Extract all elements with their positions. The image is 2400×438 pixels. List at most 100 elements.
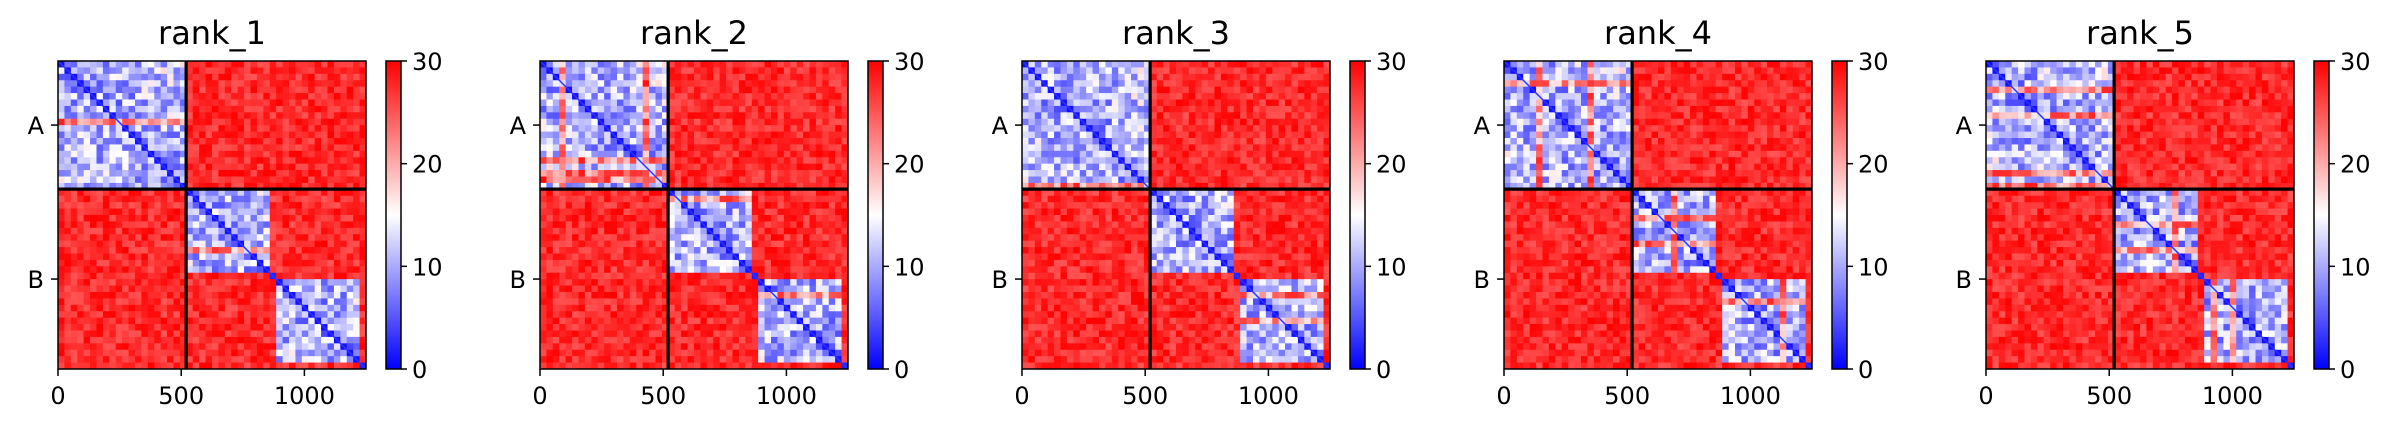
heatmap-cell (321, 144, 328, 152)
heatmap-cell (617, 118, 624, 126)
heatmap-cell (135, 67, 142, 75)
heatmap-cell (828, 163, 836, 171)
heatmap-cell (694, 157, 701, 164)
heatmap-cell (160, 131, 168, 139)
heatmap-cell (327, 93, 335, 100)
heatmap-cell (617, 215, 624, 222)
heatmap-cell (70, 105, 78, 113)
heatmap-cell (1317, 86, 1324, 94)
heatmap-cell (777, 253, 785, 261)
heatmap-cell (244, 73, 251, 81)
heatmap-cell (565, 279, 573, 286)
heatmap-cell (109, 138, 117, 145)
heatmap-cell (96, 221, 104, 229)
heatmap-cell (1227, 67, 1235, 75)
heatmap-cell (340, 150, 348, 158)
heatmap-cell (256, 157, 264, 164)
heatmap-cell (726, 150, 733, 158)
heatmap-cell (1285, 86, 1292, 94)
heatmap-cell (333, 157, 341, 164)
heatmap-cell (726, 356, 733, 363)
heatmap-cell (572, 336, 579, 344)
heatmap-cell (218, 317, 226, 325)
heatmap-cell (90, 266, 97, 274)
heatmap-cell (803, 112, 810, 120)
heatmap-cell (809, 150, 817, 158)
heatmap-cell (314, 170, 322, 177)
heatmap-cell (540, 356, 547, 363)
heatmap-cell (237, 125, 245, 132)
heatmap-cell (167, 221, 174, 229)
heatmap-cell (321, 125, 328, 132)
heatmap-cell (353, 311, 360, 318)
heatmap-cell (122, 343, 129, 351)
heatmap-cell (109, 208, 117, 216)
heatmap-cell (559, 292, 566, 299)
heatmap-cell (559, 215, 566, 222)
heatmap-cell (706, 240, 714, 248)
heatmap-cell (353, 336, 360, 344)
heatmap-cell (359, 202, 367, 209)
heatmap-cell (1265, 61, 1273, 68)
heatmap-cell (192, 67, 200, 75)
heatmap-cell (738, 105, 746, 113)
heatmap-cell (745, 311, 753, 318)
heatmap-cell (179, 208, 187, 216)
heatmap-cell (353, 150, 360, 158)
heatmap-cell (154, 227, 161, 235)
heatmap-cell (828, 131, 836, 139)
heatmap-cell (314, 125, 322, 132)
heatmap-cell (192, 86, 200, 94)
heatmap-cell (713, 253, 720, 261)
heatmap-cell (668, 298, 676, 306)
heatmap-cell (301, 144, 309, 152)
heatmap-cell (687, 138, 695, 145)
heatmap-cell (815, 99, 823, 107)
heatmap-cell (706, 259, 714, 267)
heatmap-cell (726, 189, 733, 197)
heatmap-cell (282, 317, 290, 325)
heatmap-cell (706, 202, 714, 209)
heatmap-cell (179, 240, 187, 248)
heatmap-cell (340, 163, 348, 171)
heatmap-cell (147, 304, 155, 312)
heatmap-cell (790, 215, 797, 222)
heatmap-cell (1240, 93, 1247, 100)
heatmap-cell (835, 336, 842, 344)
heatmap-cell (102, 240, 110, 248)
heatmap-cell (346, 324, 354, 331)
heatmap-cell (681, 253, 688, 261)
heatmap-cell (301, 86, 309, 94)
heatmap-cell (687, 259, 695, 267)
heatmap-cell (591, 118, 599, 126)
heatmap-cell (301, 73, 309, 81)
heatmap-cell (649, 163, 656, 171)
heatmap-cell (346, 266, 354, 274)
heatmap-cell (1291, 93, 1299, 100)
heatmap-cell (1233, 67, 1241, 75)
heatmap-cell (199, 343, 206, 351)
heatmap-cell (591, 73, 599, 81)
heatmap-cell (584, 221, 592, 229)
heatmap-cell (199, 80, 206, 87)
heatmap-cell (353, 266, 360, 274)
heatmap-cell (642, 80, 650, 87)
heatmap-cell (282, 138, 290, 145)
heatmap-cell (340, 99, 348, 107)
heatmap-cell (353, 292, 360, 299)
heatmap-cell (359, 131, 367, 139)
heatmap-cell (250, 349, 258, 357)
heatmap-cell (649, 157, 656, 164)
heatmap-cell (610, 163, 618, 171)
heatmap-cell (83, 67, 91, 75)
heatmap-cell (199, 259, 206, 267)
heatmap-cell (726, 349, 733, 357)
heatmap-cell (276, 298, 283, 306)
heatmap-cell (359, 234, 367, 241)
heatmap-cell (1105, 80, 1113, 87)
heatmap-cell (738, 170, 746, 177)
heatmap-cell (102, 292, 110, 299)
heatmap-cell (809, 292, 817, 299)
heatmap-cell (269, 131, 277, 139)
heatmap-cell (597, 202, 605, 209)
